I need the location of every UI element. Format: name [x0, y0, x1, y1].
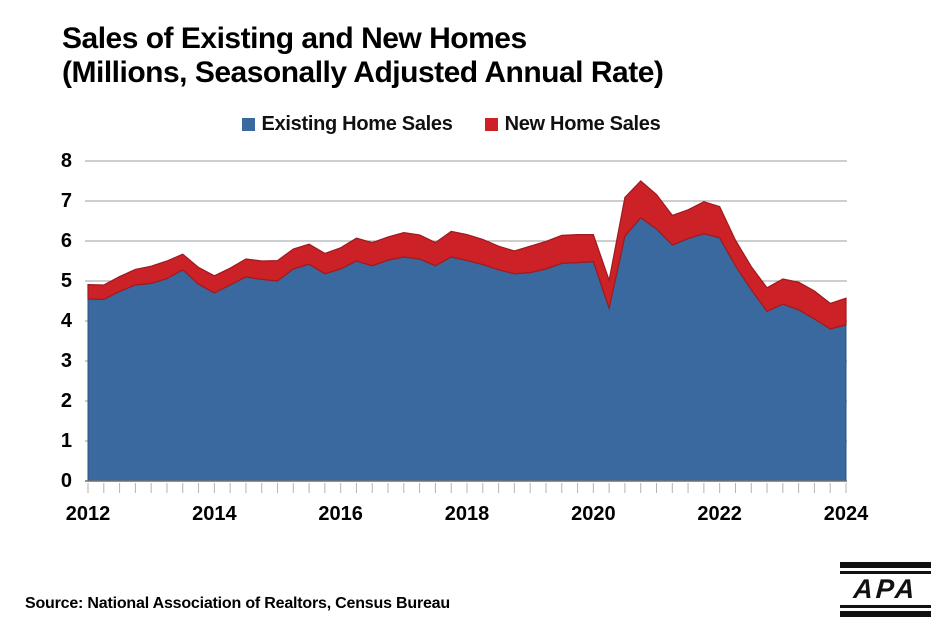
chart-title-line-1: Sales of Existing and New Homes: [62, 22, 527, 55]
y-axis-label-8: 8: [60, 150, 72, 172]
legend-label-existing: Existing Home Sales: [261, 112, 453, 135]
y-axis-label-0: 0: [60, 470, 72, 492]
y-axis-label-6: 6: [60, 230, 72, 252]
apa-logo-bar-top-thick: [840, 562, 931, 568]
x-axis-label-2012: 2012: [65, 503, 111, 525]
legend-swatch-new-icon: [484, 117, 498, 131]
legend-item-existing-home-sales: Existing Home Sales: [241, 112, 453, 136]
y-axis-label-2: 2: [60, 390, 72, 412]
apa-logo: APA: [840, 562, 931, 617]
y-axis-label-3: 3: [60, 350, 72, 372]
apa-logo-bar-bottom-thin: [840, 605, 931, 608]
x-axis-ticks: [87, 483, 847, 493]
chart-title: Sales of Existing and New Homes (Million…: [62, 22, 664, 90]
y-axis-label-7: 7: [60, 190, 72, 212]
stacked-areas: [87, 180, 847, 482]
x-axis-label-2018: 2018: [444, 503, 490, 525]
legend: Existing Home Sales New Home Sales: [0, 110, 902, 138]
apa-logo-bar-bottom-thick: [840, 611, 931, 617]
legend-label-new: New Home Sales: [504, 112, 661, 135]
y-axis-label-4: 4: [60, 310, 72, 332]
x-axis-label-2024: 2024: [823, 503, 869, 525]
y-axis-label-1: 1: [60, 430, 72, 452]
x-axis-label-2014: 2014: [192, 503, 237, 525]
y-axis-label-5: 5: [60, 270, 72, 292]
x-axis-label-2020: 2020: [571, 503, 616, 525]
x-axis-label-2016: 2016: [318, 503, 363, 525]
new-home-sales-area: [87, 180, 847, 330]
x-axis-label-2022: 2022: [697, 503, 742, 525]
source-note: Source: National Association of Realtors…: [25, 595, 450, 612]
apa-logo-text: APA: [852, 574, 919, 604]
legend-item-new-home-sales: New Home Sales: [484, 112, 661, 136]
chart-title-line-2: (Millions, Seasonally Adjusted Annual Ra…: [62, 56, 664, 89]
legend-swatch-existing-icon: [241, 117, 255, 131]
apa-logo-bar-top-thin: [840, 571, 931, 574]
